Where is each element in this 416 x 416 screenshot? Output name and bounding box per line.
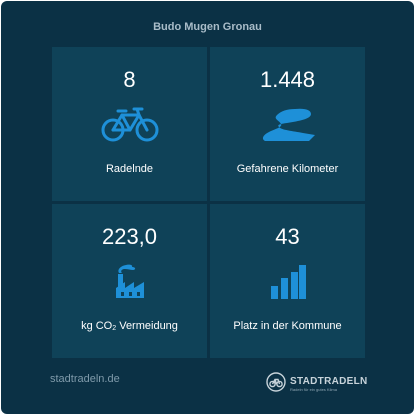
stat-tile-riders: 8 Radelnde — [52, 47, 207, 201]
kilometers-value: 1.448 — [259, 67, 316, 92]
ranking-bars-icon — [210, 262, 365, 302]
stadtradeln-link[interactable]: stadtradeln.de — [50, 373, 120, 385]
stat-tile-co2: 223,0 kg CO2 Vermeidung — [52, 204, 207, 358]
factory-icon — [52, 262, 207, 302]
bicycle-icon — [52, 105, 207, 145]
team-name: Budo Mugen Gronau — [153, 21, 262, 33]
logo-brand: STADTRADELN — [290, 376, 368, 387]
logo-tagline: Radeln für ein gutes Klima — [290, 387, 337, 392]
stadtradeln-logo[interactable]: STADTRADELN Radeln für ein gutes Klima — [266, 372, 368, 397]
stats-grid: 8 Radelnde 1.448 — [52, 47, 365, 358]
ranking-label: Platz in der Kommune — [233, 320, 342, 332]
co2-label: kg CO2 Vermeidung — [81, 320, 178, 332]
stat-tile-ranking: 43 Platz in der Kommune — [210, 204, 365, 358]
riders-label: Radelnde — [105, 163, 154, 175]
co2-value: 223,0 — [101, 224, 158, 249]
ranking-value: 43 — [275, 224, 300, 249]
stadtradeln-logo-icon — [266, 372, 286, 397]
kilometers-label: Gefahrene Kilometer — [236, 163, 339, 175]
stat-tile-kilometers: 1.448 Gefahrene Kilometer — [210, 47, 365, 201]
riders-value: 8 — [123, 67, 136, 92]
road-icon — [210, 105, 365, 145]
